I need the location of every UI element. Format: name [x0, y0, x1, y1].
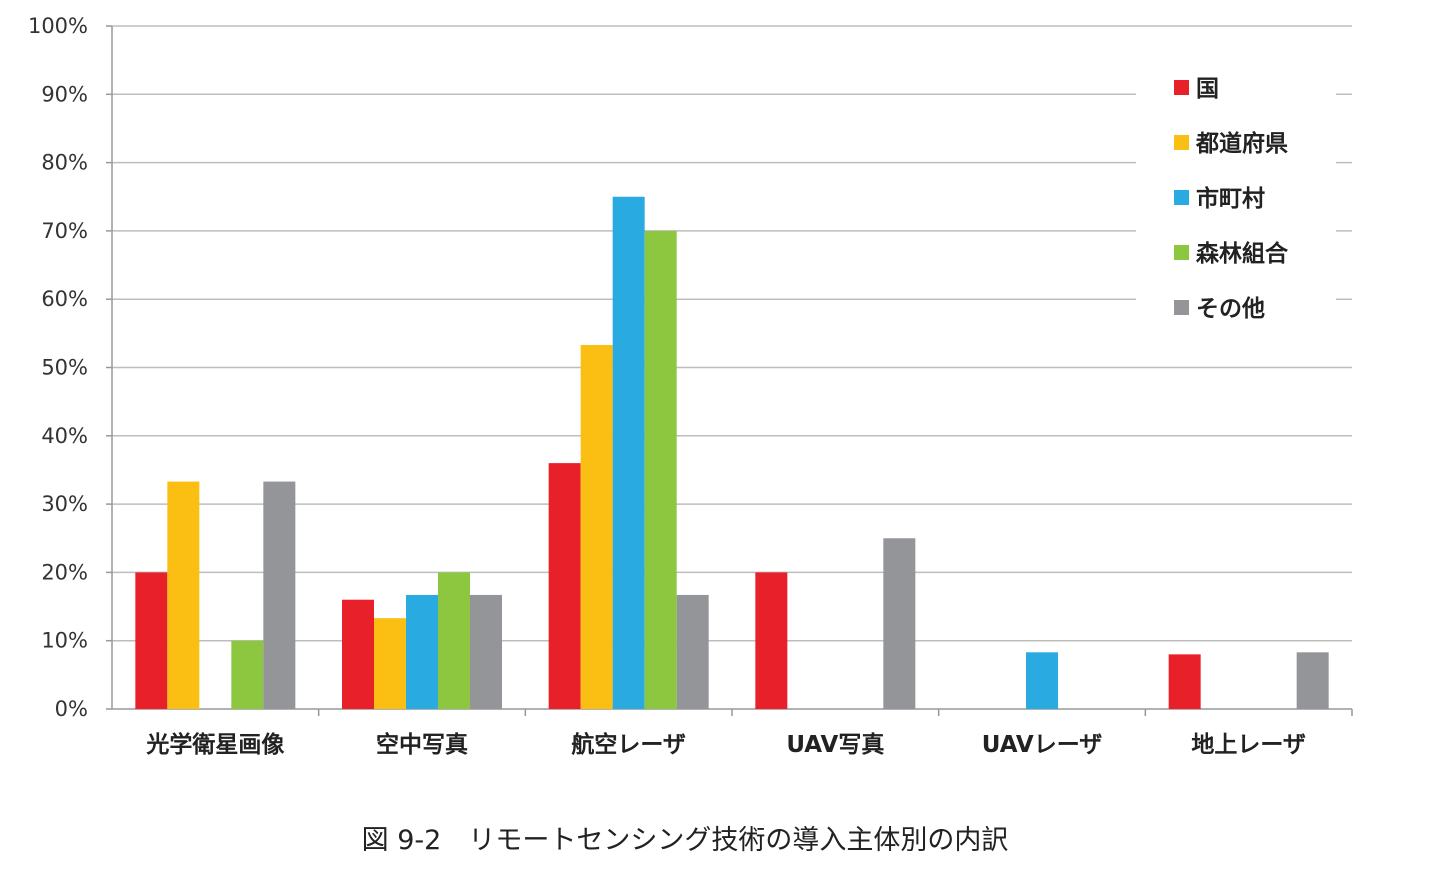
x-category-label: 空中写真 [376, 731, 468, 758]
legend-box [1136, 62, 1336, 345]
legend-label: 都道府県 [1195, 130, 1288, 157]
legend-label: その他 [1196, 296, 1265, 322]
bar [676, 594, 709, 709]
y-tick-label: 60% [41, 287, 88, 311]
y-tick-label: 30% [41, 492, 88, 516]
bar [755, 572, 788, 709]
bar [644, 230, 677, 709]
bar [263, 481, 296, 709]
bar [135, 572, 168, 709]
y-tick-label: 10% [41, 629, 88, 653]
x-category-label: 光学衛星画像 [145, 731, 285, 758]
bar [612, 196, 645, 709]
y-tick-label: 50% [41, 356, 88, 380]
y-tick-label: 90% [41, 82, 88, 106]
legend-swatch [1174, 300, 1189, 315]
legend-swatch [1174, 80, 1189, 95]
figure-caption: 図 9-2 リモートセンシング技術の導入主体別の内訳 [361, 825, 1009, 856]
x-category-label: UAVレーザ [982, 732, 1103, 758]
bar [470, 594, 502, 709]
y-tick-label: 80% [41, 151, 88, 175]
x-category-label: 地上レーザ [1191, 732, 1306, 758]
bar [580, 344, 613, 709]
legend-swatch [1174, 245, 1189, 260]
y-tick-label: 0% [55, 697, 88, 721]
x-category-label: UAV写真 [786, 731, 884, 758]
y-tick-label: 100% [28, 14, 88, 38]
legend-label: 市町村 [1196, 185, 1265, 212]
bar [438, 572, 470, 709]
legend-swatch [1174, 135, 1189, 150]
bar [548, 463, 581, 709]
bar [1296, 652, 1329, 709]
x-category-label: 航空レーザ [571, 731, 686, 758]
bar [406, 594, 438, 709]
y-tick-label: 20% [41, 560, 88, 584]
legend-swatch [1174, 190, 1189, 205]
legend-label: 国 [1196, 76, 1219, 102]
bar [342, 599, 374, 709]
legend-label: 森林組合 [1196, 240, 1289, 267]
bar [167, 481, 200, 709]
y-tick-label: 40% [41, 424, 88, 448]
bar [883, 538, 916, 709]
bar-chart: 0% 10% 20% 30% 40% 50% 60% 70% 80% 90% 100% 光学衛星画像 空… [28, 14, 1353, 758]
y-tick-label: 70% [41, 219, 88, 243]
bar [1168, 654, 1201, 709]
bar [1026, 652, 1058, 709]
bar [374, 618, 406, 709]
bar [231, 640, 264, 709]
